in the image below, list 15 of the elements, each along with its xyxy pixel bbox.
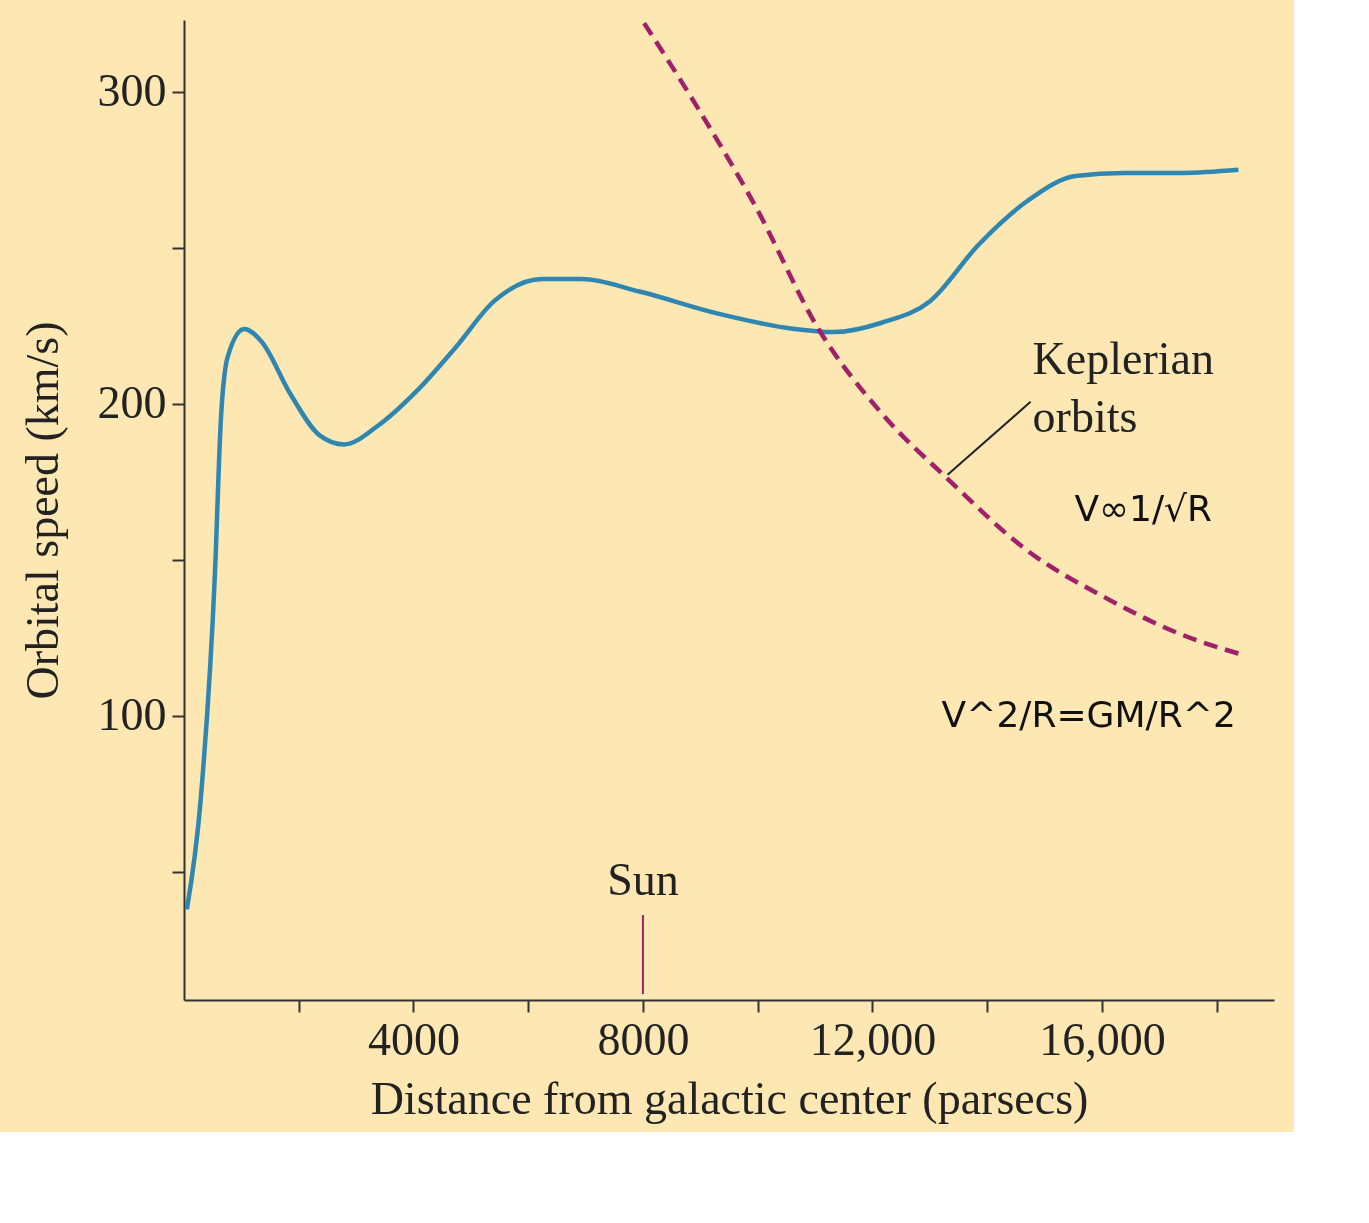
line-series <box>184 167 1241 912</box>
y-tick-label: 300 <box>97 65 167 117</box>
x-tick-label: 4000 <box>367 1013 460 1065</box>
ref-line-label: Sun <box>607 854 679 905</box>
x-tick-label: 16,000 <box>1039 1013 1166 1065</box>
y-tick-label: 200 <box>97 377 167 429</box>
x-tick-label: 8000 <box>597 1013 690 1065</box>
annotation: V∞1/√R <box>1074 488 1212 529</box>
x-tick-label: 12,000 <box>809 1013 937 1065</box>
y-tick-label: 100 <box>97 689 167 741</box>
line-series <box>641 20 1241 656</box>
series-label: Keplerian orbits <box>1032 332 1214 442</box>
y-axis-title: Orbital speed (km/s) <box>16 321 68 700</box>
x-axis-title: Distance from galactic center (parsecs) <box>370 1072 1089 1124</box>
annotation: V^2/R=GM/R^2 <box>941 693 1236 735</box>
